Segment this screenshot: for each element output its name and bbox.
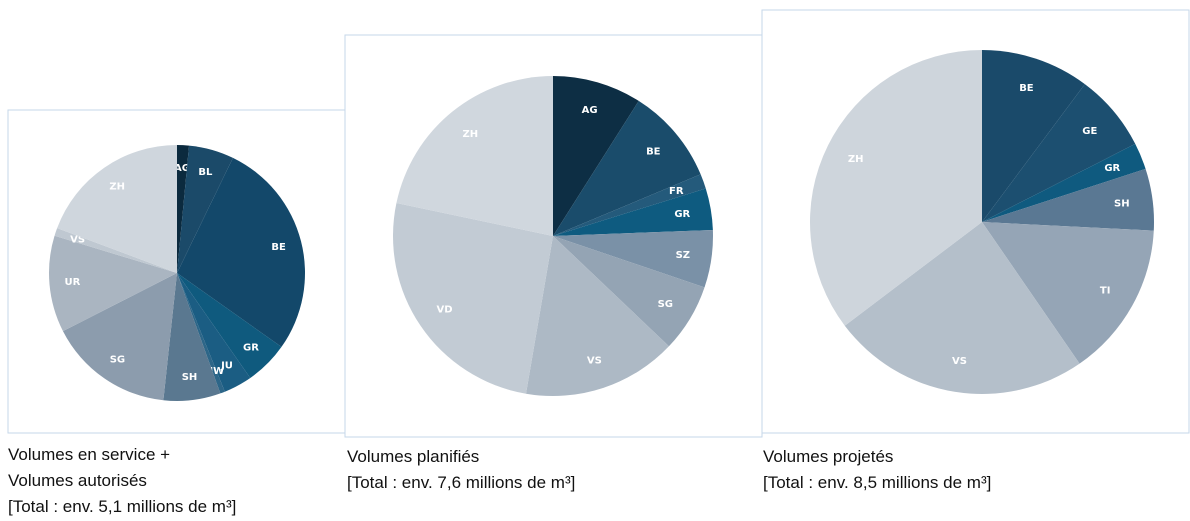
- slice-label: SH: [182, 372, 198, 383]
- pie-slice: [57, 145, 178, 273]
- pie-slice: [49, 235, 177, 332]
- pie-slice: [810, 50, 982, 326]
- slice-label: TI: [1100, 286, 1111, 297]
- pie-slice: [553, 174, 706, 236]
- caption: Volumes projetés: [763, 447, 893, 466]
- slice-label: GR: [243, 342, 259, 353]
- slice-label: GE: [1082, 126, 1097, 137]
- slice-label: BE: [646, 146, 661, 157]
- pie-slice: [396, 76, 553, 236]
- pie-slice: [392, 203, 553, 394]
- pie-slice: [553, 100, 701, 236]
- slice-label: VS: [70, 234, 85, 245]
- pie-slice: [525, 236, 669, 396]
- slice-label: NW: [205, 366, 224, 377]
- slice-label: AG: [582, 105, 598, 116]
- caption: [Total : env. 7,6 millions de m³]: [347, 473, 575, 492]
- pie-slice: [844, 222, 1080, 395]
- caption: [Total : env. 8,5 millions de m³]: [763, 473, 991, 492]
- slice-label: VD: [436, 305, 452, 316]
- pie-slice: [177, 273, 282, 378]
- pie-slice: [553, 236, 705, 347]
- slice-label: GR: [1104, 163, 1120, 174]
- slice-label: BE: [271, 242, 286, 253]
- pie-slice: [982, 222, 1154, 364]
- slice-label: SG: [110, 354, 125, 365]
- caption: [Total : env. 5,1 millions de m³]: [8, 497, 236, 516]
- pie-slice: [553, 76, 639, 236]
- pie-slice: [553, 188, 713, 236]
- pie-slice: [177, 145, 233, 273]
- slice-label: JU: [220, 360, 233, 371]
- slice-label: ZH: [463, 129, 479, 140]
- slice-label: FR: [669, 186, 684, 197]
- pie-slice: [62, 273, 177, 401]
- caption: Volumes en service +: [8, 445, 170, 464]
- pie-slice: [163, 273, 221, 402]
- pie-slice: [177, 273, 225, 394]
- slice-label: SH: [1114, 198, 1130, 209]
- caption: Volumes planifiés: [347, 447, 479, 466]
- pie-slice: [177, 157, 305, 347]
- pie-slice: [982, 143, 1146, 222]
- pie-slice: [982, 168, 1154, 231]
- frame: [761, 9, 1190, 434]
- slice-label: VS: [952, 356, 967, 367]
- slice-label: UR: [65, 277, 81, 288]
- pie-slice: [177, 273, 251, 392]
- slice-label: SG: [658, 299, 673, 310]
- slice-label: BL: [198, 167, 213, 178]
- slice-label: AG: [174, 163, 190, 174]
- slice-label: SZ: [676, 250, 690, 261]
- slice-label: ZH: [109, 182, 125, 193]
- pie-slice: [54, 228, 177, 273]
- slice-label: BE: [1019, 83, 1034, 94]
- caption: Volumes autorisés: [8, 471, 147, 490]
- pie-slice: [177, 145, 190, 273]
- slice-label: ZH: [848, 154, 864, 165]
- slice-label: VS: [587, 356, 602, 367]
- pie-slice: [982, 50, 1085, 222]
- pie-slice: [982, 84, 1136, 222]
- pie-slice: [553, 229, 713, 288]
- slice-label: GR: [674, 209, 690, 220]
